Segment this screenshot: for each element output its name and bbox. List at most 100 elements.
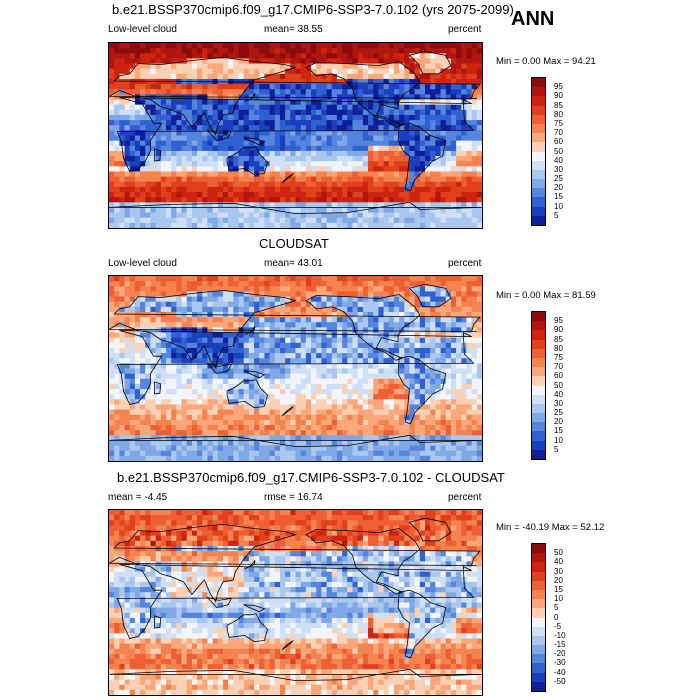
field-cells [109, 43, 482, 228]
colorbar-segment [532, 440, 545, 450]
colorbar-segment [532, 617, 545, 627]
colorbar-tick-label: 20 [554, 575, 563, 585]
units-label: percent [448, 258, 482, 269]
colorbar-segment [532, 599, 545, 609]
mean-label: mean= 38.55 [264, 24, 323, 35]
colorbar-segment [532, 312, 545, 322]
colorbar-tick-label: 30 [554, 566, 563, 576]
field-cells [109, 276, 482, 461]
colorbar-segment [532, 160, 545, 170]
field-cells [109, 510, 482, 695]
colorbar-segment [532, 589, 545, 600]
colorbar-tick-label: 10 [554, 201, 563, 211]
colorbar-tick-label: 40 [554, 557, 563, 567]
season-label: ANN [511, 8, 555, 30]
colorbar-tick-label: 15 [554, 192, 563, 202]
colorbar-tick-label: 50 [554, 146, 563, 156]
colorbar-segment [532, 367, 545, 377]
map-field [109, 510, 482, 695]
colorbar-tick-label: 90 [554, 91, 563, 101]
colorbar-tick-label: 25 [554, 174, 563, 184]
colorbar-segment [532, 105, 545, 115]
rmse-label: rmse = 16.74 [264, 492, 323, 503]
colorbar-segment [532, 645, 545, 655]
colorbar-segment [532, 215, 545, 225]
colorbar-segment [532, 571, 545, 581]
panel-title: b.e21.BSSP370cmip6.f09_g17.CMIP6-SSP3-7.… [112, 2, 514, 17]
colorbar-tick-label: 30 [554, 398, 563, 408]
colorbar-segment [532, 123, 545, 134]
colorbar-segment [532, 376, 545, 386]
colorbar-tick-label: -50 [554, 676, 566, 686]
colorbar-segment [532, 78, 545, 88]
colorbar-segment [532, 608, 545, 618]
colorbar-segment [532, 151, 545, 161]
minmax-label: Min = 0.00 Max = 81.59 [496, 290, 596, 301]
colorbar-tick-label: 85 [554, 334, 563, 344]
colorbar-tick-label: 40 [554, 389, 563, 399]
colorbar-tick-label: 50 [554, 380, 563, 390]
colorbar-segment [532, 357, 545, 368]
colorbar: 95 90 85 80 75 70 60 50 40 30 25 20 15 10 5 [531, 77, 563, 226]
colorbar-tick-label: 95 [554, 316, 563, 326]
colorbar-segment [532, 580, 545, 590]
colorbar: 50 40 30 20 15 10 5 0 -5 -10 -15 -20 -30 -40 -50 [531, 543, 566, 692]
colorbar-segment [532, 681, 545, 691]
colorbar-segment [532, 431, 545, 441]
colorbar-tick-label: 75 [554, 118, 563, 128]
colorbar-tick-label: -30 [554, 658, 566, 668]
coastlines [109, 517, 482, 682]
colorbar-tick-label: 5 [554, 603, 559, 613]
colorbar-segment [532, 179, 545, 189]
colorbar-segment [532, 96, 545, 106]
colorbar-tick-label: 95 [554, 82, 563, 92]
colorbar-segment [532, 114, 545, 124]
colorbar-segment [532, 348, 545, 358]
colorbar-segment [532, 339, 545, 349]
map-diff [108, 509, 483, 696]
colorbar-segment [532, 413, 545, 423]
colorbar-segment [532, 562, 545, 572]
colorbar-tick-label: -20 [554, 649, 566, 659]
colorbar-tick-label: 30 [554, 164, 563, 174]
colorbar-segment [532, 385, 545, 395]
colorbar-segment [532, 197, 545, 207]
colorbar-segment [532, 672, 545, 682]
units-label: percent [448, 24, 482, 35]
mean-label: mean= 43.01 [264, 258, 323, 269]
colorbar-segment [532, 422, 545, 432]
colorbar-segment [532, 663, 545, 673]
map-field [109, 43, 482, 228]
colorbar-tick-label: -40 [554, 667, 566, 677]
variable-label: Low-level cloud [108, 258, 177, 269]
colorbar-tick-label: 80 [554, 343, 563, 353]
map-obs [108, 275, 483, 462]
units-label: percent [448, 492, 482, 503]
colorbar-tick-label: 5 [554, 210, 559, 220]
colorbar-tick-label: 75 [554, 352, 563, 362]
colorbar-tick-label: 40 [554, 155, 563, 165]
mean-label: mean = -4.45 [108, 492, 168, 503]
colorbar-tick-label: 15 [554, 584, 563, 594]
colorbar-segment [532, 330, 545, 340]
colorbar-tick-label: -5 [554, 621, 562, 631]
coastlines [109, 50, 482, 215]
colorbar-tick-label: 60 [554, 137, 563, 147]
colorbar-tick-label: 70 [554, 128, 563, 138]
colorbar-tick-label: 10 [554, 594, 563, 604]
colorbar-segment [532, 544, 545, 554]
minmax-label: Min = 0.00 Max = 94.21 [496, 56, 596, 67]
minmax-label: Min = -40.19 Max = 52.12 [496, 522, 605, 533]
map-field [109, 276, 482, 461]
variable-label: Low-level cloud [108, 24, 177, 35]
colorbar-segment [532, 635, 545, 646]
panel-title: b.e21.BSSP370cmip6.f09_g17.CMIP6-SSP3-7.… [117, 470, 505, 485]
colorbar-tick-label: 25 [554, 408, 563, 418]
map-model [108, 42, 483, 229]
colorbar-tick-label: 85 [554, 100, 563, 110]
colorbar-tick-label: 20 [554, 417, 563, 427]
colorbar-segment [532, 403, 545, 414]
colorbar-tick-label: 70 [554, 362, 563, 372]
colorbar-tick-label: 10 [554, 435, 563, 445]
colorbar-segment [532, 449, 545, 459]
